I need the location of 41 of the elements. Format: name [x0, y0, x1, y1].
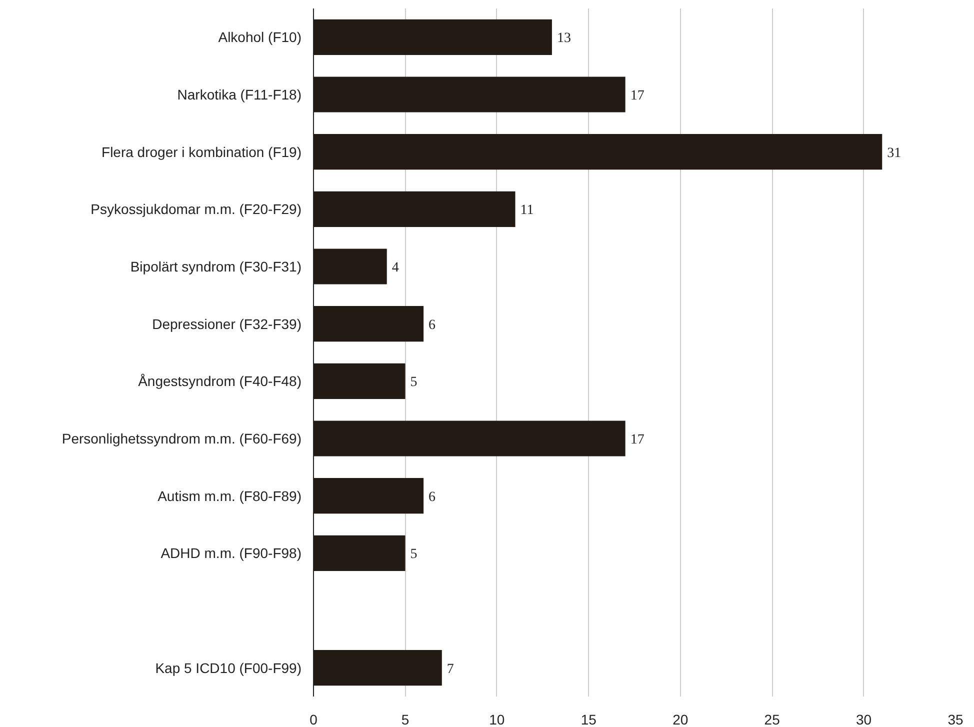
x-tick-label: 30 [856, 712, 872, 727]
data-label: 13 [556, 31, 571, 46]
x-tick-label: 15 [580, 712, 597, 727]
x-tick-label: 10 [489, 712, 505, 727]
bar [314, 134, 882, 170]
data-label: 31 [887, 146, 902, 161]
bar [314, 248, 387, 284]
data-label: 5 [410, 547, 418, 562]
data-label: 6 [428, 318, 436, 333]
x-tick-label: 25 [764, 712, 780, 727]
y-tick-label: Personlighetssyndrom m.m. (F60-F69) [62, 430, 302, 446]
bar [314, 19, 552, 55]
bar [314, 478, 424, 514]
bar [314, 191, 516, 227]
y-tick-label: Narkotika (F11-F18) [177, 86, 302, 102]
y-tick-label: Flera droger i kombination (F19) [102, 144, 302, 160]
data-label: 4 [392, 260, 399, 276]
bar [314, 363, 406, 399]
y-tick-label: Bipolärt syndrom (F30-F31) [130, 258, 302, 274]
y-tick-label: ADHD m.m. (F90-F98) [160, 545, 302, 562]
x-tick-label: 20 [672, 712, 688, 727]
data-label: 7 [446, 662, 454, 677]
y-tick-label: Psykossjukdomar m.m. (F20-F29) [90, 201, 302, 218]
data-label: 6 [428, 490, 436, 505]
data-label: 17 [630, 88, 644, 104]
bar [314, 535, 406, 571]
bar [314, 650, 442, 686]
data-label: 5 [410, 375, 418, 390]
y-tick-label: Autism m.m. (F80-F89) [158, 488, 302, 504]
y-tick-label: Depressioner (F32-F39) [152, 316, 302, 332]
bar [314, 76, 626, 112]
y-tick-label: Kap 5 ICD10 (F00-F99) [155, 660, 302, 676]
bar [314, 420, 626, 456]
x-tick-label: 0 [310, 712, 318, 727]
x-tick-label: 35 [948, 712, 964, 727]
y-tick-label: Alkohol (F10) [218, 29, 302, 46]
data-label: 17 [630, 432, 644, 448]
bar [314, 306, 424, 342]
x-tick-label: 5 [401, 712, 410, 727]
data-label: 11 [520, 203, 534, 218]
y-tick-label: Ångestsyndrom (F40-F48) [138, 373, 302, 390]
